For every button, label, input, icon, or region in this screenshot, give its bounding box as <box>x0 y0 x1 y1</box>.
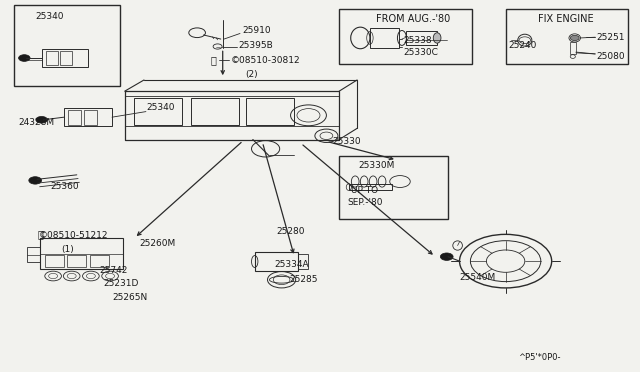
Text: 25080: 25080 <box>596 52 625 61</box>
Text: 25395B: 25395B <box>238 41 273 50</box>
Bar <box>27 247 40 262</box>
Text: (2): (2) <box>245 70 258 79</box>
Bar <box>339 9 472 64</box>
Text: SEP.-'80: SEP.-'80 <box>348 198 383 207</box>
Bar <box>370 28 399 48</box>
Bar <box>68 110 81 125</box>
Circle shape <box>19 55 30 61</box>
Text: ©08510-30812: ©08510-30812 <box>230 56 300 65</box>
Bar <box>298 254 308 269</box>
Circle shape <box>440 253 453 260</box>
Text: FROM AUG.-'80: FROM AUG.-'80 <box>376 14 451 23</box>
Bar <box>40 238 123 269</box>
Text: 25330M: 25330M <box>358 161 395 170</box>
Bar <box>42 49 88 67</box>
Text: 25285: 25285 <box>289 275 318 284</box>
Text: 25338: 25338 <box>403 36 432 45</box>
Text: 25330: 25330 <box>333 137 362 146</box>
Text: 25260M: 25260M <box>140 239 176 248</box>
Text: 25240: 25240 <box>509 41 537 50</box>
Bar <box>406 31 437 45</box>
Bar <box>349 184 392 190</box>
Text: UP TO: UP TO <box>351 186 378 195</box>
Text: 25340: 25340 <box>35 12 64 21</box>
Text: 25334A: 25334A <box>274 260 308 269</box>
Text: Ⓢ: Ⓢ <box>211 55 217 65</box>
Text: 25330C: 25330C <box>403 48 438 57</box>
Text: 25360: 25360 <box>50 182 79 190</box>
Bar <box>84 110 97 125</box>
Circle shape <box>29 177 42 184</box>
Text: 24328M: 24328M <box>18 118 54 126</box>
Text: 25910: 25910 <box>242 26 271 35</box>
Text: ^P5'*0P0-: ^P5'*0P0- <box>518 353 561 362</box>
Text: 25540M: 25540M <box>460 273 496 282</box>
Bar <box>46 51 58 65</box>
Bar <box>255 252 298 271</box>
Bar <box>570 42 576 54</box>
Text: ©08510-51212: ©08510-51212 <box>38 231 108 240</box>
Bar <box>246 98 294 125</box>
Bar <box>14 5 120 86</box>
Text: 25231D: 25231D <box>104 279 139 288</box>
Bar <box>64 108 112 126</box>
Circle shape <box>570 35 579 41</box>
Text: Ⓢ: Ⓢ <box>37 230 44 239</box>
Bar <box>339 156 448 219</box>
Bar <box>134 98 182 125</box>
Text: 25280: 25280 <box>276 227 305 236</box>
Text: (1): (1) <box>61 245 74 254</box>
Text: 25251: 25251 <box>596 33 625 42</box>
Bar <box>90 255 109 267</box>
Bar <box>67 255 86 267</box>
Bar <box>191 98 239 125</box>
Text: 25340: 25340 <box>146 103 175 112</box>
Ellipse shape <box>433 33 441 43</box>
Bar <box>506 9 628 64</box>
Text: FIX ENGINE: FIX ENGINE <box>538 14 593 23</box>
Bar <box>45 255 64 267</box>
Circle shape <box>36 116 47 123</box>
Bar <box>60 51 72 65</box>
Text: 25265N: 25265N <box>112 293 147 302</box>
Text: 25742: 25742 <box>99 266 127 275</box>
